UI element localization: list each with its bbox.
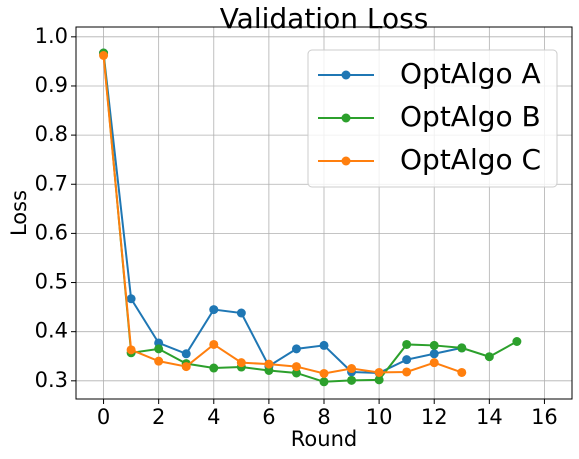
x-axis-label: Round [291,427,357,451]
point [457,367,467,377]
point [99,51,109,61]
point [291,368,301,378]
point [236,308,246,318]
y-axis-label: Loss [7,190,31,236]
point [154,344,164,354]
point [154,356,164,366]
point [181,362,191,372]
point [347,364,357,374]
point [319,368,329,378]
legend-label: OptAlgo B [400,100,541,133]
y-tick-label: 0.7 [35,171,68,195]
x-tick-label: 4 [207,405,220,429]
legend-marker [341,113,351,123]
legend-marker [341,70,351,80]
point [374,375,384,385]
point [347,375,357,385]
point [402,355,412,365]
legend-box [307,49,558,188]
y-tick-label: 0.9 [35,73,68,97]
point [209,363,219,373]
point [126,294,136,304]
x-tick-label: 12 [421,405,448,429]
legend-label: OptAlgo A [400,57,541,90]
point [291,362,301,372]
x-tick-label: 2 [152,405,165,429]
legend-label: OptAlgo C [400,143,541,176]
point [236,358,246,368]
point [209,305,219,315]
point [264,365,274,375]
point [457,343,467,353]
y-tick-label: 0.4 [35,319,68,343]
y-tick-label: 1.0 [35,24,68,48]
point [429,358,439,368]
legend: OptAlgo A OptAlgo B OptAlgo C [307,49,558,188]
y-tick-label: 0.8 [35,122,68,146]
series-line [102,52,462,374]
y-tick-label: 0.5 [35,270,68,294]
y-tick-label: 0.3 [35,368,68,392]
x-tick-label: 14 [476,405,503,429]
point [402,367,412,377]
x-tick-label: 0 [97,405,110,429]
series-line [102,52,518,383]
x-tick-label: 10 [366,405,393,429]
x-tick-label: 16 [531,405,558,429]
point [291,344,301,354]
series-line [102,55,463,375]
point [264,359,274,369]
point [374,367,384,377]
x-tick-label: 8 [317,405,330,429]
plot-frame [75,26,573,400]
legend-marker [341,156,351,166]
point [429,340,439,350]
point [126,345,136,355]
x-tick-label: 6 [262,405,275,429]
y-tick-label: 0.6 [35,220,68,244]
point [181,349,191,359]
point [319,377,329,387]
point [512,337,522,347]
point [402,339,412,349]
point [429,349,439,359]
point [319,340,329,350]
point [209,339,219,349]
point [484,352,494,362]
